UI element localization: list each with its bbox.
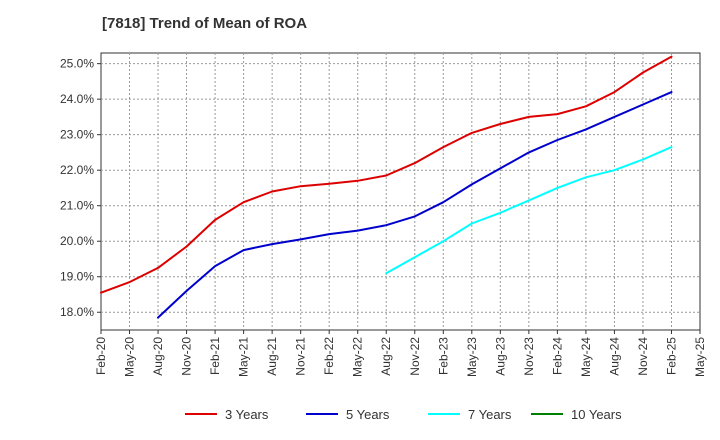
series-line-5-years [157,91,673,319]
legend-label-7-years: 7 Years [468,407,512,422]
chart-title: [7818] Trend of Mean of ROA [102,15,307,32]
x-tick-label-7: Nov-21 [294,337,308,376]
x-tick-label-17: May-24 [579,337,593,377]
x-tick-label-13: May-23 [465,337,479,377]
x-tick-label-6: Aug-21 [265,337,279,376]
x-tick-label-21: May-25 [693,337,707,377]
x-tick-label-16: Feb-24 [550,337,564,375]
x-tick-label-5: May-21 [237,337,251,377]
x-tick-label-20: Feb-25 [664,337,678,375]
x-tick-label-11: Nov-22 [408,337,422,376]
legend: 3 Years 5 Years 7 Years 10 Years [185,407,622,422]
legend-label-3-years: 3 Years [225,407,269,422]
series-line-7-years [385,146,673,275]
y-tick-label-7: 25.0% [60,57,94,71]
x-tick-label-0: Feb-20 [94,337,108,375]
y-axis-ticks: 18.0% 19.0% 20.0% 21.0% 22.0% 23.0% 24.0% 25.0% [60,57,101,319]
x-tick-label-2: Aug-20 [151,337,165,376]
series-line-3-years [100,55,673,294]
x-tick-label-3: Nov-20 [180,337,194,376]
x-tick-label-19: Nov-24 [636,337,650,376]
x-tick-label-12: Feb-23 [436,337,450,375]
legend-label-10-years: 10 Years [571,407,622,422]
y-tick-label-1: 19.0% [60,270,94,284]
legend-label-5-years: 5 Years [346,407,390,422]
x-tick-label-1: May-20 [123,337,137,377]
x-tick-label-4: Feb-21 [208,337,222,375]
x-tick-label-9: May-22 [351,337,365,377]
x-tick-label-10: Aug-22 [379,337,393,376]
y-tick-label-6: 24.0% [60,92,94,106]
x-tick-label-8: Feb-22 [322,337,336,375]
y-tick-label-0: 18.0% [60,305,94,319]
y-tick-label-5: 23.0% [60,128,94,142]
x-tick-label-15: Nov-23 [522,337,536,376]
y-tick-label-3: 21.0% [60,199,94,213]
series-lines [100,55,673,319]
y-tick-label-2: 20.0% [60,234,94,248]
y-tick-label-4: 22.0% [60,163,94,177]
x-tick-label-14: Aug-23 [493,337,507,376]
x-axis-ticks: Feb-20 May-20 Aug-20 Nov-20 Feb-21 May-21 Aug-… [94,330,707,377]
x-tick-label-18: Aug-24 [607,337,621,376]
